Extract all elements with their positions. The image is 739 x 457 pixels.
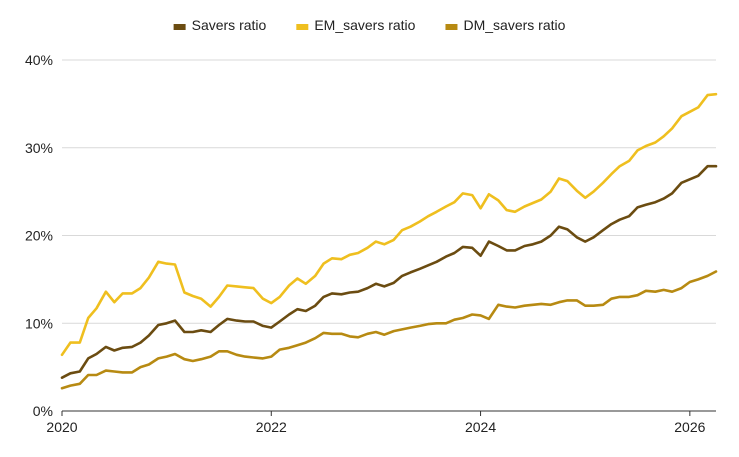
x-tick-label: 2026 <box>674 419 705 435</box>
y-tick-label: 40% <box>25 52 53 68</box>
legend-item-em-savers-ratio: EM_savers ratio <box>296 17 416 33</box>
chart-legend: Savers ratio EM_savers ratio DM_savers rat… <box>173 17 566 33</box>
x-tick-label: 2020 <box>46 419 77 435</box>
chart-series <box>60 92 718 390</box>
y-tick-label: 20% <box>25 228 53 244</box>
legend-swatch <box>173 24 186 30</box>
y-tick-label: 10% <box>25 315 53 331</box>
series-line-dm-savers-ratio <box>60 270 718 390</box>
series-line-em-savers-ratio <box>60 92 718 357</box>
y-axis: 0% 10% 20% 30% 40% <box>25 52 53 419</box>
legend-swatch <box>445 24 458 30</box>
x-tick-label: 2024 <box>465 419 496 435</box>
legend-item-savers-ratio: Savers ratio <box>173 17 267 33</box>
legend-item-dm-savers-ratio: DM_savers ratio <box>445 17 566 33</box>
x-axis: 2020 2022 2024 2026 <box>46 410 716 435</box>
x-tick-label: 2022 <box>256 419 287 435</box>
legend-label: DM_savers ratio <box>463 17 565 33</box>
legend-label: EM_savers ratio <box>314 17 415 33</box>
series-line-savers-ratio <box>60 164 718 379</box>
y-tick-label: 0% <box>33 403 53 419</box>
legend-label: Savers ratio <box>192 17 267 33</box>
y-tick-label: 30% <box>25 140 53 156</box>
legend-swatch <box>296 24 309 30</box>
chart-gridlines <box>62 59 716 324</box>
